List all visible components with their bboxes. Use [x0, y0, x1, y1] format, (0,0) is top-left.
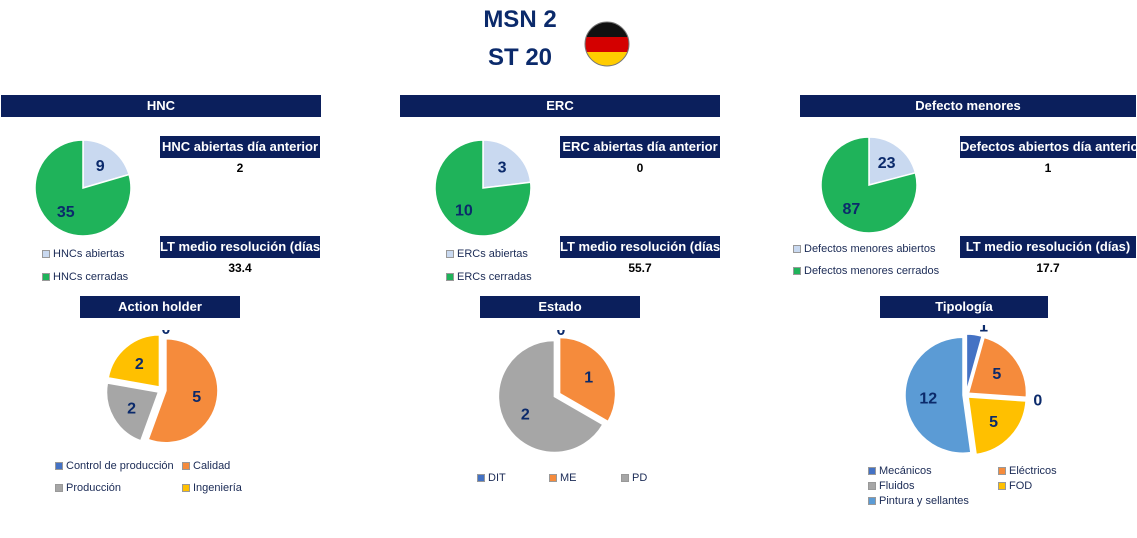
legend-swatch — [182, 462, 190, 470]
legend-swatch — [549, 474, 557, 482]
estado-legend-me: ME — [549, 472, 577, 484]
hnc-legend-open: HNCs abiertas — [42, 248, 125, 260]
tipo-legend-pintura: Pintura y sellantes — [868, 495, 969, 507]
tipo-slice-4 — [904, 336, 972, 454]
legend-swatch — [998, 467, 1006, 475]
def-kpi2-value: 17.7 — [1036, 261, 1060, 275]
def-slice-1 — [820, 136, 918, 234]
def-slice-0 — [868, 136, 917, 186]
tipo-value-label-0: 1 — [979, 325, 988, 336]
action-slice-2 — [105, 382, 160, 442]
action-legend-produccion: Producción — [55, 482, 121, 494]
estado-value-label-2: 2 — [521, 406, 530, 423]
erc-kpi2-value: 55.7 — [628, 261, 652, 275]
legend-swatch — [446, 250, 454, 258]
tipo-value-label-2: 0 — [1033, 393, 1042, 410]
tipo-header: Tipología — [880, 296, 1048, 318]
action-pie-chart: 0 5 2 2 — [105, 330, 219, 444]
tipo-legend-mecanicos: Mecánicos — [868, 465, 932, 477]
erc-legend-open: ERCs abiertas — [446, 248, 528, 260]
erc-value-label-0: 3 — [498, 159, 507, 176]
action-value-label-0: 0 — [162, 330, 171, 338]
legend-swatch — [868, 497, 876, 505]
tipo-slice-3 — [967, 396, 1027, 456]
title-line-2: ST 20 — [487, 44, 553, 71]
erc-pie-chart: 3 10 — [434, 139, 532, 237]
estado-legend-dit: DIT — [477, 472, 506, 484]
erc-kpi1-label: ERC abiertas día anterior — [560, 136, 720, 158]
legend-swatch — [793, 267, 801, 275]
hnc-value-label-0: 9 — [96, 158, 105, 175]
tipo-pie-chart: 1 5 0 5 12 — [904, 325, 1042, 456]
estado-value-label-1: 1 — [584, 370, 593, 387]
action-legend-control: Control de producción — [55, 460, 174, 472]
action-slice-3 — [107, 334, 161, 388]
legend-swatch — [621, 474, 629, 482]
legend-swatch — [42, 250, 50, 258]
hnc-legend-closed: HNCs cerradas — [42, 271, 128, 283]
hnc-value-label-1: 35 — [57, 204, 75, 221]
action-value-label-1: 5 — [192, 389, 201, 406]
estado-slice-2 — [497, 339, 604, 454]
tipo-slice-0 — [965, 333, 983, 393]
title-line-1: MSN 2 — [483, 6, 557, 33]
hnc-kpi1-label: HNC abiertas día anterior — [160, 136, 320, 158]
erc-kpi1-value: 0 — [636, 161, 644, 175]
hnc-slice-1 — [34, 139, 132, 237]
estado-pie-chart: 0 1 2 — [497, 330, 617, 454]
def-pie-chart: 23 87 — [820, 136, 918, 234]
estado-legend-pd: PD — [621, 472, 647, 484]
def-header: Defecto menores — [800, 95, 1136, 117]
def-kpi1-value: 1 — [1044, 161, 1052, 175]
action-legend-calidad: Calidad — [182, 460, 230, 472]
erc-kpi2-label: LT medio resolución (días) — [560, 236, 720, 258]
def-legend-open: Defectos menores abiertos — [793, 243, 935, 255]
hnc-slice-0 — [82, 139, 130, 190]
hnc-kpi1-value: 2 — [236, 161, 244, 175]
def-kpi2-label: LT medio resolución (días) — [960, 236, 1136, 258]
erc-slice-1 — [434, 139, 532, 237]
legend-swatch — [477, 474, 485, 482]
estado-slice-1 — [558, 336, 617, 423]
tipo-value-label-4: 12 — [919, 391, 937, 408]
erc-slice-0 — [482, 139, 532, 189]
action-value-label-2: 2 — [127, 401, 136, 418]
def-kpi1-label: Defectos abiertos día anterior — [960, 136, 1136, 158]
legend-swatch — [182, 484, 190, 492]
action-header: Action holder — [80, 296, 240, 318]
def-value-label-0: 23 — [878, 155, 896, 172]
tipo-value-label-1: 5 — [992, 366, 1001, 383]
estado-header: Estado — [480, 296, 640, 318]
hnc-pie-chart: 9 35 — [34, 139, 132, 237]
tipo-legend-fluidos: Fluidos — [868, 480, 914, 492]
legend-swatch — [42, 273, 50, 281]
hnc-kpi2-value: 33.4 — [228, 261, 252, 275]
hnc-header: HNC — [1, 95, 321, 117]
erc-header: ERC — [400, 95, 720, 117]
tipo-slice-1 — [967, 336, 1028, 399]
legend-swatch — [793, 245, 801, 253]
tipo-value-label-3: 5 — [989, 414, 998, 431]
estado-value-label-0: 0 — [557, 330, 566, 339]
tipo-legend-electricos: Eléctricos — [998, 465, 1057, 477]
legend-swatch — [55, 484, 63, 492]
tipo-legend-fod: FOD — [998, 480, 1032, 492]
def-legend-closed: Defectos menores cerrados — [793, 265, 939, 277]
legend-swatch — [868, 467, 876, 475]
germany-flag-icon — [584, 21, 630, 67]
action-value-label-3: 2 — [135, 356, 144, 373]
action-slice-1 — [147, 337, 219, 444]
legend-swatch — [446, 273, 454, 281]
erc-value-label-1: 10 — [455, 203, 473, 220]
erc-legend-closed: ERCs cerradas — [446, 271, 532, 283]
legend-swatch — [868, 482, 876, 490]
legend-swatch — [998, 482, 1006, 490]
hnc-kpi2-label: LT medio resolución (días) — [160, 236, 320, 258]
def-value-label-1: 87 — [843, 201, 861, 218]
legend-swatch — [55, 462, 63, 470]
action-legend-ingenieria: Ingeniería — [182, 482, 242, 494]
